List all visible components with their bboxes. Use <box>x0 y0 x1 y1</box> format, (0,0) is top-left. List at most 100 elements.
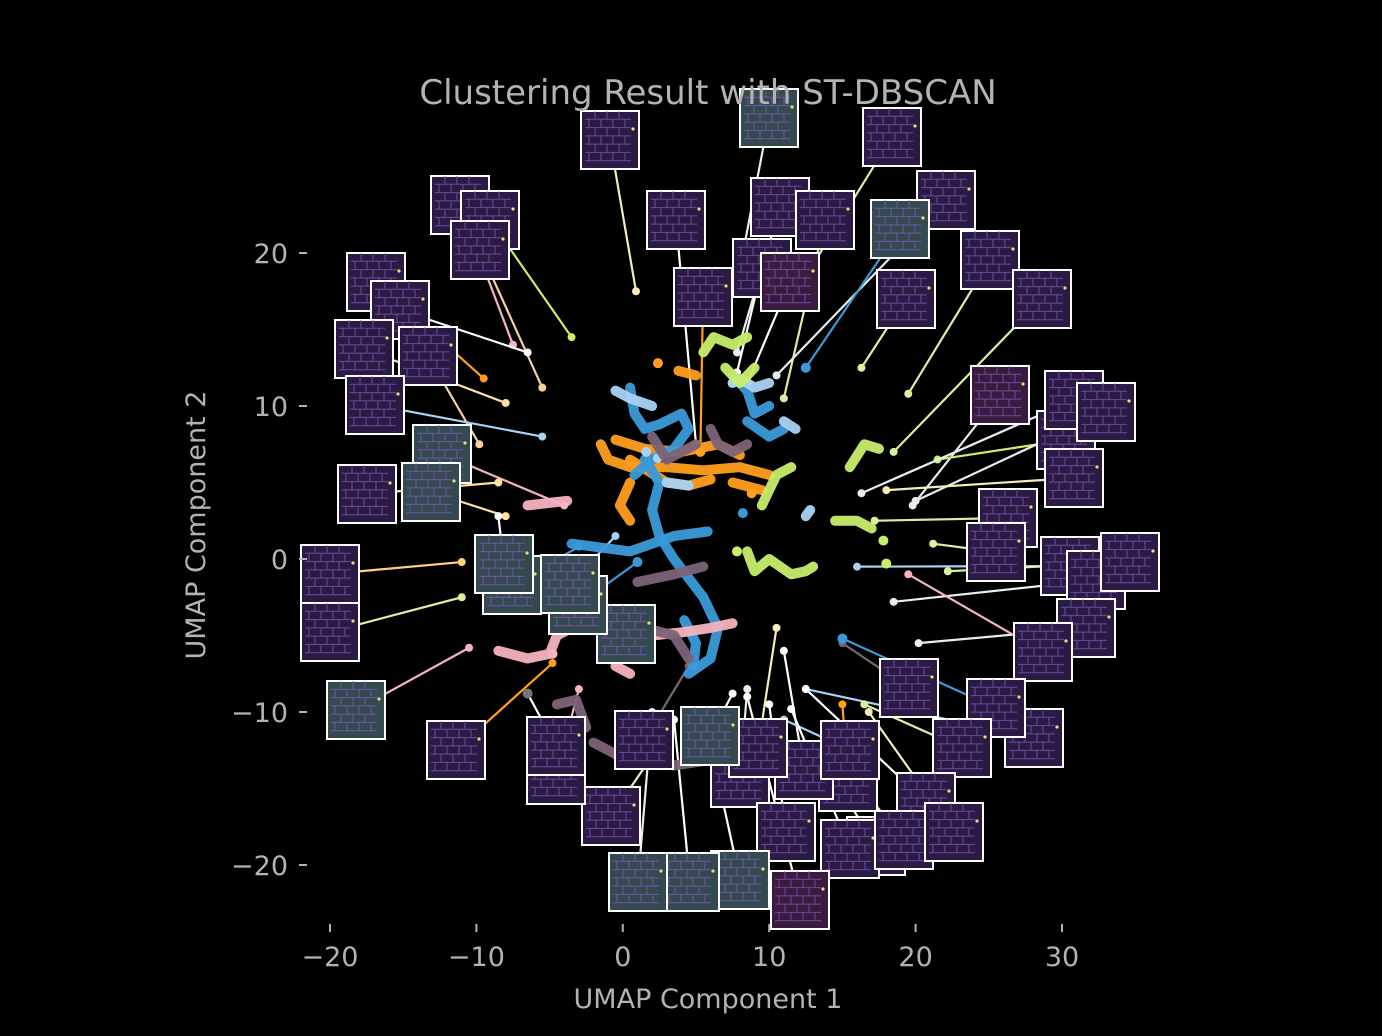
annotated-point <box>631 287 640 296</box>
level-thumbnail <box>540 554 600 614</box>
y-tick-label: 0 <box>271 545 288 576</box>
annotated-point <box>772 623 781 632</box>
annotated-point <box>567 333 576 342</box>
level-thumbnail <box>710 850 770 910</box>
x-tick-label: −20 <box>302 942 359 973</box>
cluster-point <box>837 633 848 644</box>
level-thumbnail <box>580 110 640 170</box>
cluster-point <box>800 362 811 373</box>
annotated-point <box>857 489 866 498</box>
x-tick-label: 0 <box>614 942 631 973</box>
y-axis: −20 −10 0 10 20 <box>231 239 307 882</box>
level-thumbnail <box>795 190 855 250</box>
level-thumbnail <box>820 720 880 780</box>
annotated-point <box>864 708 873 716</box>
cluster-point <box>547 648 558 659</box>
cluster-trajectory <box>610 661 636 679</box>
annotated-point <box>860 700 869 709</box>
cluster-series <box>698 332 892 580</box>
annotated-point <box>929 539 938 548</box>
level-thumbnail <box>337 464 397 524</box>
annotated-point <box>494 478 503 487</box>
level-thumbnail <box>581 786 641 846</box>
annotated-point <box>870 516 879 525</box>
level-thumbnail <box>608 852 668 912</box>
level-thumbnail <box>401 462 461 522</box>
level-thumbnail <box>1013 622 1073 682</box>
cluster-point <box>641 446 652 457</box>
level-thumbnail <box>760 252 820 312</box>
x-tick-label: 30 <box>1045 942 1079 973</box>
annotated-point <box>457 558 466 567</box>
annotated-point <box>728 689 737 698</box>
level-thumbnail <box>673 267 733 327</box>
cluster-point <box>746 488 757 499</box>
x-axis-label: UMAP Component 1 <box>574 984 843 1015</box>
annotated-point <box>838 700 847 709</box>
cluster-point <box>522 688 533 699</box>
cluster-trajectory <box>742 546 819 580</box>
annotated-point <box>743 685 752 694</box>
annotated-point <box>574 685 583 694</box>
level-thumbnail <box>770 870 830 930</box>
annotated-point <box>479 374 488 383</box>
cluster-trajectory <box>778 416 801 434</box>
level-thumbnail <box>870 199 930 259</box>
level-thumbnail <box>970 365 1030 425</box>
x-tick-label: −10 <box>448 942 505 973</box>
annotated-point <box>501 398 510 407</box>
cluster-trajectory <box>673 365 701 381</box>
chart-title: Clustering Result with ST-DBSCAN <box>419 73 996 113</box>
annotated-point <box>548 659 557 668</box>
y-tick-label: −20 <box>231 851 288 882</box>
cluster-trajectory <box>727 477 767 496</box>
y-tick-label: 20 <box>254 239 288 270</box>
level-thumbnail <box>300 602 360 662</box>
y-tick-label: 10 <box>254 392 288 423</box>
cluster-trajectory <box>632 561 709 587</box>
level-thumbnail <box>334 319 394 379</box>
annotated-point <box>857 363 866 372</box>
cluster-trajectory <box>705 423 753 457</box>
level-thumbnail <box>876 269 936 329</box>
level-thumbnail <box>924 802 984 862</box>
cluster-trajectory <box>522 495 573 511</box>
y-axis-label: UMAP Component 2 <box>181 391 212 660</box>
level-thumbnail <box>820 819 880 879</box>
annotated-point <box>457 593 466 602</box>
y-tick-label: −10 <box>231 698 288 729</box>
annotated-point <box>911 496 920 505</box>
cluster-trajectory <box>830 515 877 534</box>
annotated-point <box>779 394 788 403</box>
cluster-trajectory <box>610 385 658 411</box>
x-axis: −20 −10 0 10 20 30 <box>302 924 1079 973</box>
level-thumbnail <box>879 658 939 718</box>
cluster-point <box>881 558 892 569</box>
annotated-point <box>889 447 898 456</box>
level-thumbnail <box>398 326 458 386</box>
annotated-point <box>494 512 503 521</box>
level-thumbnail <box>1044 448 1104 508</box>
cluster-trajectory <box>614 477 636 526</box>
x-tick-label: 20 <box>898 942 932 973</box>
annotated-point <box>465 643 474 652</box>
annotated-point <box>765 700 774 709</box>
cluster-trajectory <box>647 431 701 465</box>
annotated-point <box>801 685 810 694</box>
leader-line <box>886 476 1075 492</box>
annotated-point <box>882 486 891 495</box>
annotated-point <box>889 597 898 606</box>
cluster-trajectory <box>742 416 789 442</box>
annotated-point <box>787 704 796 713</box>
level-thumbnail <box>614 710 674 770</box>
level-thumbnail <box>300 544 360 604</box>
annotated-point <box>904 389 913 398</box>
annotated-point <box>779 646 788 655</box>
cluster-point <box>652 358 663 369</box>
cluster-trajectory <box>661 477 694 491</box>
level-thumbnail <box>1076 382 1136 442</box>
level-thumbnail <box>450 220 510 280</box>
annotated-point <box>853 562 862 571</box>
cluster-trajectory <box>698 332 753 358</box>
annotated-point <box>501 512 510 521</box>
